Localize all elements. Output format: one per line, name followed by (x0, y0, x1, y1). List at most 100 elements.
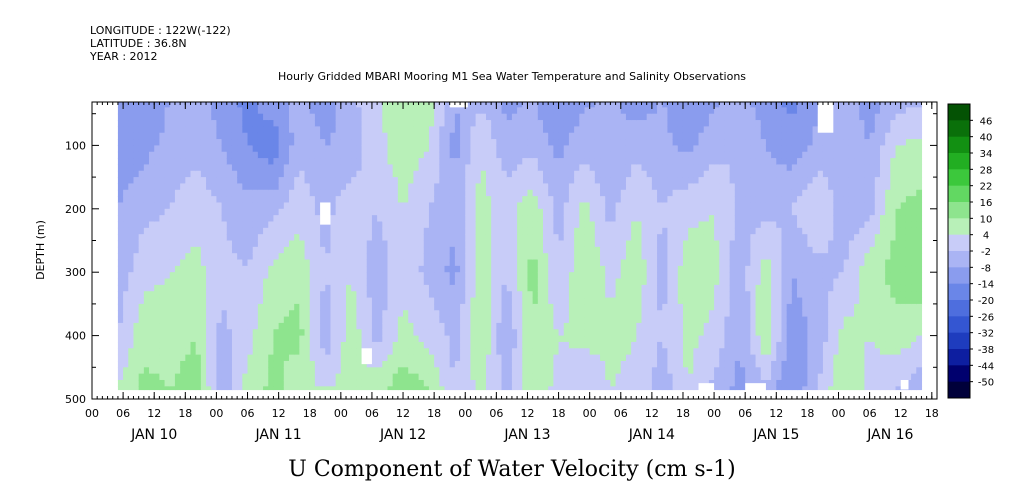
heatmap-cell (584, 202, 591, 210)
heatmap-cell (434, 227, 440, 235)
heatmap-cell (408, 297, 415, 305)
heatmap-cell (449, 310, 456, 318)
heatmap-cell (288, 265, 295, 273)
heatmap-cell (568, 367, 575, 375)
heatmap-cell (154, 183, 160, 191)
heatmap-cell (159, 329, 166, 337)
heatmap-cell (651, 234, 658, 242)
heatmap-cell (646, 120, 653, 127)
heatmap-cell (143, 126, 150, 134)
heatmap-cell (351, 215, 357, 223)
heatmap-cell (128, 132, 135, 140)
heatmap-cell (418, 246, 425, 254)
heatmap-cell (299, 265, 306, 273)
heatmap-cell (439, 310, 446, 318)
heatmap-cell (309, 322, 316, 330)
heatmap-cell (351, 259, 357, 267)
heatmap-cell (138, 208, 145, 216)
heatmap-cell (548, 303, 554, 311)
heatmap-cell (506, 310, 513, 318)
heatmap-cell (123, 265, 129, 273)
heatmap-cell (543, 170, 549, 178)
heatmap-cell (403, 158, 409, 166)
heatmap-cell (600, 107, 606, 115)
heatmap-cell (475, 322, 482, 330)
heatmap-cell (263, 272, 269, 280)
heatmap-cell (532, 170, 539, 178)
heatmap-cell (304, 265, 311, 273)
heatmap-cell (615, 145, 622, 153)
heatmap-cell (159, 310, 166, 318)
heatmap-cell (138, 196, 145, 204)
heatmap-cell (428, 265, 435, 273)
heatmap-cell (242, 278, 249, 286)
heatmap-cell (532, 240, 539, 248)
heatmap-cell (579, 291, 586, 299)
heatmap-cell (325, 265, 332, 273)
heatmap-cell (610, 335, 617, 343)
heatmap-cell (605, 316, 611, 324)
heatmap-cell (475, 120, 482, 127)
heatmap-cell (657, 348, 663, 356)
heatmap-cell (392, 335, 399, 343)
heatmap-cell (309, 373, 316, 381)
heatmap-cell (263, 341, 269, 349)
heatmap-cell (164, 196, 171, 204)
heatmap-cell (558, 215, 565, 223)
heatmap-cell (257, 107, 264, 115)
heatmap-cell (340, 183, 347, 191)
heatmap-cell (231, 189, 238, 197)
heatmap-cell (149, 107, 155, 115)
heatmap-cell (501, 291, 508, 299)
heatmap-cell (397, 379, 404, 387)
heatmap-cell (454, 265, 461, 273)
heatmap-cell (408, 246, 415, 254)
heatmap-cell (470, 272, 477, 280)
heatmap-cell (662, 272, 669, 280)
heatmap-cell (211, 95, 217, 102)
heatmap-cell (169, 373, 176, 381)
heatmap-cell (460, 246, 466, 254)
heatmap-cell (408, 354, 415, 362)
heatmap-cell (392, 246, 399, 254)
heatmap-cell (252, 278, 259, 286)
heatmap-cell (206, 215, 212, 223)
heatmap-cell (325, 354, 332, 362)
heatmap-cell (247, 221, 254, 229)
heatmap-cell (506, 158, 513, 166)
heatmap-cell (117, 265, 124, 273)
heatmap-cell (610, 291, 617, 299)
heatmap-cell (548, 335, 554, 343)
heatmap-cell (465, 265, 472, 273)
heatmap-cell (553, 367, 560, 375)
heatmap-cell (537, 265, 544, 273)
heatmap-cell (304, 297, 311, 305)
heatmap-cell (195, 259, 202, 267)
heatmap-cell (263, 215, 269, 223)
heatmap-cell (257, 329, 264, 337)
heatmap-cell (584, 341, 591, 349)
heatmap-cell (465, 120, 472, 127)
heatmap-cell (117, 246, 124, 254)
heatmap-cell (625, 253, 632, 261)
heatmap-cell (517, 227, 523, 235)
heatmap-cell (605, 278, 611, 286)
heatmap-cell (470, 310, 477, 318)
heatmap-cell (237, 158, 243, 166)
heatmap-cell (320, 177, 326, 185)
heatmap-cell (185, 240, 192, 248)
heatmap-cell (620, 234, 627, 242)
heatmap-cell (356, 113, 363, 121)
heatmap-cell (149, 208, 155, 216)
heatmap-cell (117, 126, 124, 134)
heatmap-cell (273, 196, 280, 204)
heatmap-cell (470, 246, 477, 254)
heatmap-cell (143, 202, 150, 210)
heatmap-cell (133, 265, 140, 273)
heatmap-cell (568, 297, 575, 305)
heatmap-cell (206, 348, 212, 356)
heatmap-cell (600, 196, 606, 204)
heatmap-cell (346, 151, 352, 159)
heatmap-cell (164, 322, 171, 330)
heatmap-cell (206, 120, 212, 127)
